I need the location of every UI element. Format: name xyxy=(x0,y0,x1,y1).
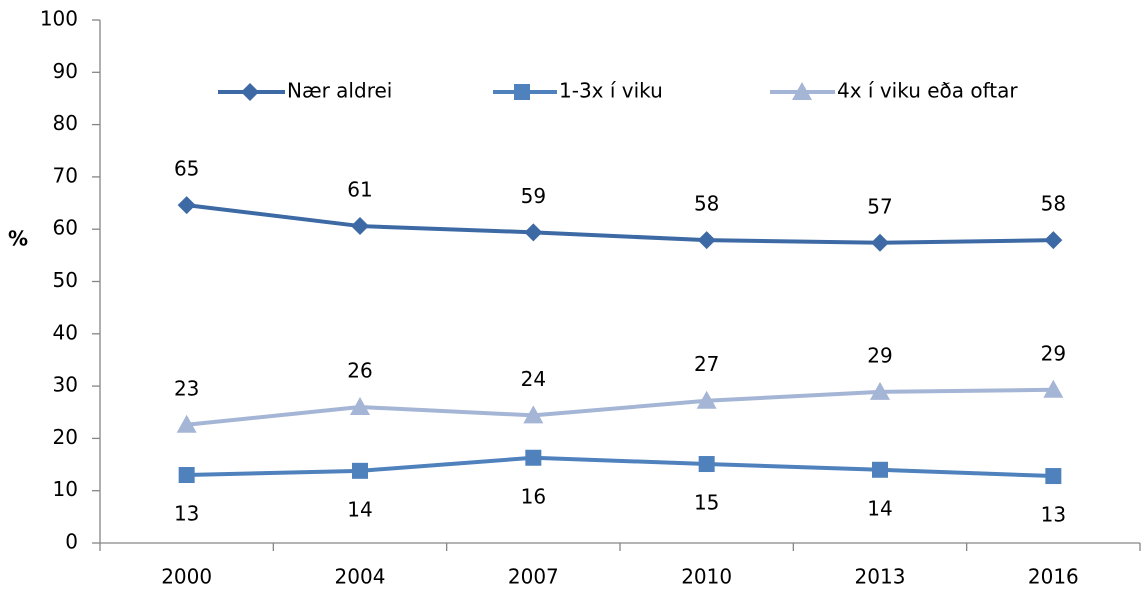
y-tick-label: 70 xyxy=(53,163,78,187)
data-label: 16 xyxy=(521,484,546,508)
x-tick-label: 2004 xyxy=(335,565,386,589)
x-tick-label: 2007 xyxy=(508,565,559,589)
data-label: 23 xyxy=(174,376,199,400)
x-tick-label: 2010 xyxy=(681,565,732,589)
data-point xyxy=(352,462,368,479)
data-point xyxy=(523,405,544,424)
data-label: 26 xyxy=(347,359,372,383)
data-point xyxy=(177,196,196,215)
data-label: 13 xyxy=(174,502,199,526)
data-point xyxy=(1044,231,1063,250)
data-point xyxy=(696,390,717,409)
data-point xyxy=(697,231,716,250)
y-tick-label: 30 xyxy=(53,373,78,397)
data-label: 29 xyxy=(1041,341,1066,365)
y-tick-label: 40 xyxy=(53,320,78,344)
data-label: 57 xyxy=(867,194,892,218)
y-tick-label: 10 xyxy=(53,477,78,501)
legend-marker xyxy=(792,82,812,100)
data-point xyxy=(525,449,542,466)
data-point xyxy=(698,456,715,473)
data-label: 27 xyxy=(694,352,719,376)
data-point xyxy=(871,233,889,252)
data-point xyxy=(872,461,888,478)
data-point xyxy=(351,217,369,236)
data-point xyxy=(350,397,370,416)
legend-label: Nær aldrei xyxy=(287,79,392,103)
data-point xyxy=(870,381,890,400)
y-tick-label: 0 xyxy=(65,530,78,554)
x-tick-label: 2016 xyxy=(1028,565,1079,589)
data-label: 58 xyxy=(694,192,719,216)
data-label: 58 xyxy=(1041,192,1066,216)
y-axis-label: % xyxy=(8,227,28,251)
data-label: 59 xyxy=(521,184,546,208)
legend-label: 4x í viku eða oftar xyxy=(837,79,1018,103)
data-point xyxy=(178,467,195,484)
y-tick-label: 60 xyxy=(53,216,78,240)
y-tick-label: 100 xyxy=(40,7,78,31)
data-label: 13 xyxy=(1041,503,1066,527)
y-tick-label: 80 xyxy=(53,111,78,135)
data-point xyxy=(1045,468,1062,485)
y-tick-label: 20 xyxy=(53,425,78,449)
data-point xyxy=(1043,379,1064,398)
data-point xyxy=(176,414,197,433)
series-line xyxy=(186,203,1054,245)
legend-label: 1-3x í viku xyxy=(559,79,663,103)
data-point xyxy=(524,223,543,242)
data-label: 65 xyxy=(174,157,199,181)
series-line xyxy=(186,455,1054,479)
data-label: 15 xyxy=(694,491,719,515)
legend-marker xyxy=(514,84,530,100)
data-label: 29 xyxy=(867,343,892,367)
data-label: 14 xyxy=(867,496,892,520)
series-line xyxy=(186,387,1054,427)
legend-marker xyxy=(241,83,259,101)
data-label: 24 xyxy=(521,367,546,391)
data-label: 61 xyxy=(347,178,372,202)
y-tick-label: 90 xyxy=(53,59,78,83)
x-tick-label: 2013 xyxy=(855,565,906,589)
data-label: 14 xyxy=(347,497,372,521)
x-tick-label: 2000 xyxy=(161,565,212,589)
y-tick-label: 50 xyxy=(53,268,78,292)
